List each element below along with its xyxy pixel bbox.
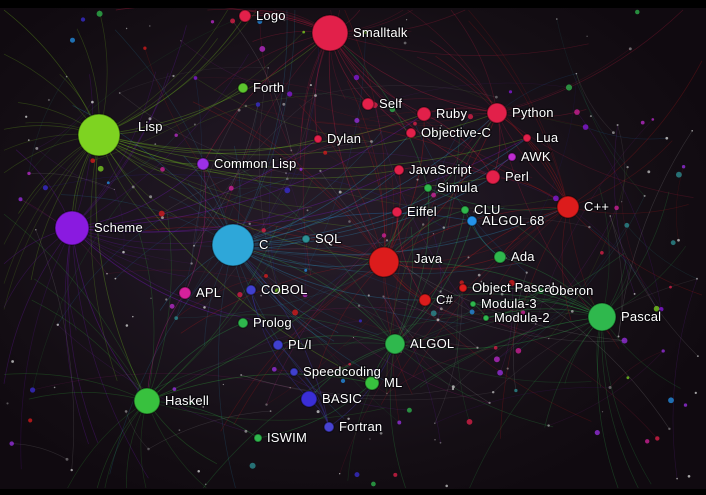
node-iswim[interactable]: [253, 433, 263, 443]
node-self[interactable]: [361, 97, 375, 111]
node-label-modula-3: Modula-3: [481, 296, 537, 311]
node-label-ml: ML: [384, 375, 402, 390]
node-lisp[interactable]: [77, 113, 121, 157]
node-ada[interactable]: [493, 250, 507, 264]
node-label-lua: Lua: [536, 130, 559, 145]
node-c-[interactable]: [418, 293, 432, 307]
node-label-clu: CLU: [474, 202, 501, 217]
node-oberon[interactable]: [537, 287, 545, 295]
node-label-c: C: [259, 237, 269, 252]
node-label-c-: C++: [584, 199, 609, 214]
node-java[interactable]: [368, 246, 400, 278]
letterbox-top: [0, 0, 706, 8]
node-label-iswim: ISWIM: [267, 430, 307, 445]
node-basic[interactable]: [300, 390, 318, 408]
node-cobol[interactable]: [245, 284, 257, 296]
node-label-prolog: Prolog: [253, 315, 292, 330]
node-label-scheme: Scheme: [94, 220, 143, 235]
node-clu[interactable]: [460, 205, 470, 215]
node-modula-3[interactable]: [469, 300, 477, 308]
node-ml[interactable]: [364, 375, 380, 391]
node-label-eiffel: Eiffel: [407, 204, 437, 219]
node-label-ruby: Ruby: [436, 106, 467, 121]
node-label-pl-i: PL/I: [288, 337, 312, 352]
node-algol[interactable]: [384, 333, 406, 355]
node-label-self: Self: [379, 96, 402, 111]
node-label-javascript: JavaScript: [409, 162, 472, 177]
node-object-pascal[interactable]: [458, 283, 468, 293]
letterbox-bottom: [0, 489, 706, 495]
node-algol-68[interactable]: [466, 215, 478, 227]
node-label-dylan: Dylan: [327, 131, 361, 146]
node-label-perl: Perl: [505, 169, 529, 184]
label-layer: Logo Smalltalk Forth Lisp Self Ruby Python Dyla…: [93, 7, 662, 446]
node-c[interactable]: [211, 223, 255, 267]
node-label-speedcoding: Speedcoding: [303, 364, 381, 379]
node-label-logo: Logo: [256, 8, 286, 23]
node-pascal[interactable]: [587, 302, 617, 332]
node-label-fortran: Fortran: [339, 419, 382, 434]
node-label-common-lisp: Common Lisp: [214, 156, 296, 171]
node-label-sql: SQL: [315, 231, 342, 246]
node-modula-2[interactable]: [482, 314, 490, 322]
satellite-node-layer: [6, 9, 699, 488]
node-label-algol-68: ALGOL 68: [482, 213, 545, 228]
node-dylan[interactable]: [313, 134, 323, 144]
node-pl-i[interactable]: [272, 339, 284, 351]
node-objective-c[interactable]: [405, 127, 417, 139]
node-label-simula: Simula: [437, 180, 479, 195]
node-javascript[interactable]: [393, 164, 405, 176]
node-speedcoding[interactable]: [289, 367, 299, 377]
node-awk[interactable]: [507, 152, 517, 162]
node-label-algol: ALGOL: [410, 336, 454, 351]
node-label-smalltalk: Smalltalk: [353, 25, 408, 40]
node-label-c-: C#: [436, 292, 454, 307]
node-label-objective-c: Objective-C: [421, 125, 491, 140]
node-label-oberon: Oberon: [549, 283, 594, 298]
node-label-modula-2: Modula-2: [494, 310, 550, 325]
node-smalltalk[interactable]: [311, 14, 349, 52]
node-perl[interactable]: [485, 169, 501, 185]
node-label-python: Python: [512, 105, 554, 120]
node-layer[interactable]: [54, 9, 617, 443]
node-label-awk: AWK: [521, 149, 551, 164]
node-forth[interactable]: [237, 82, 249, 94]
node-python[interactable]: [486, 102, 508, 124]
node-prolog[interactable]: [237, 317, 249, 329]
node-label-apl: APL: [196, 285, 221, 300]
node-apl[interactable]: [178, 286, 192, 300]
node-label-basic: BASIC: [322, 391, 362, 406]
node-simula[interactable]: [423, 183, 433, 193]
node-label-object-pascal: Object Pascal: [472, 280, 555, 295]
node-eiffel[interactable]: [391, 206, 403, 218]
node-sql[interactable]: [301, 234, 311, 244]
hub-fan-edge-layer: [3, 4, 703, 489]
node-label-pascal: Pascal: [621, 309, 661, 324]
node-ruby[interactable]: [416, 106, 432, 122]
node-fortran[interactable]: [323, 421, 335, 433]
node-c-[interactable]: [556, 195, 580, 219]
edge-layer: [71, 14, 603, 439]
node-label-ada: Ada: [511, 249, 535, 264]
node-logo[interactable]: [238, 9, 252, 23]
node-scheme[interactable]: [54, 210, 90, 246]
node-label-lisp: Lisp: [138, 119, 163, 134]
node-haskell[interactable]: [133, 387, 161, 415]
node-label-cobol: COBOL: [261, 282, 308, 297]
node-lua[interactable]: [522, 133, 532, 143]
node-label-java: Java: [414, 251, 443, 266]
node-common-lisp[interactable]: [196, 157, 210, 171]
decorative-edge-layer: [11, 18, 699, 479]
node-label-haskell: Haskell: [165, 393, 209, 408]
node-label-forth: Forth: [253, 80, 284, 95]
